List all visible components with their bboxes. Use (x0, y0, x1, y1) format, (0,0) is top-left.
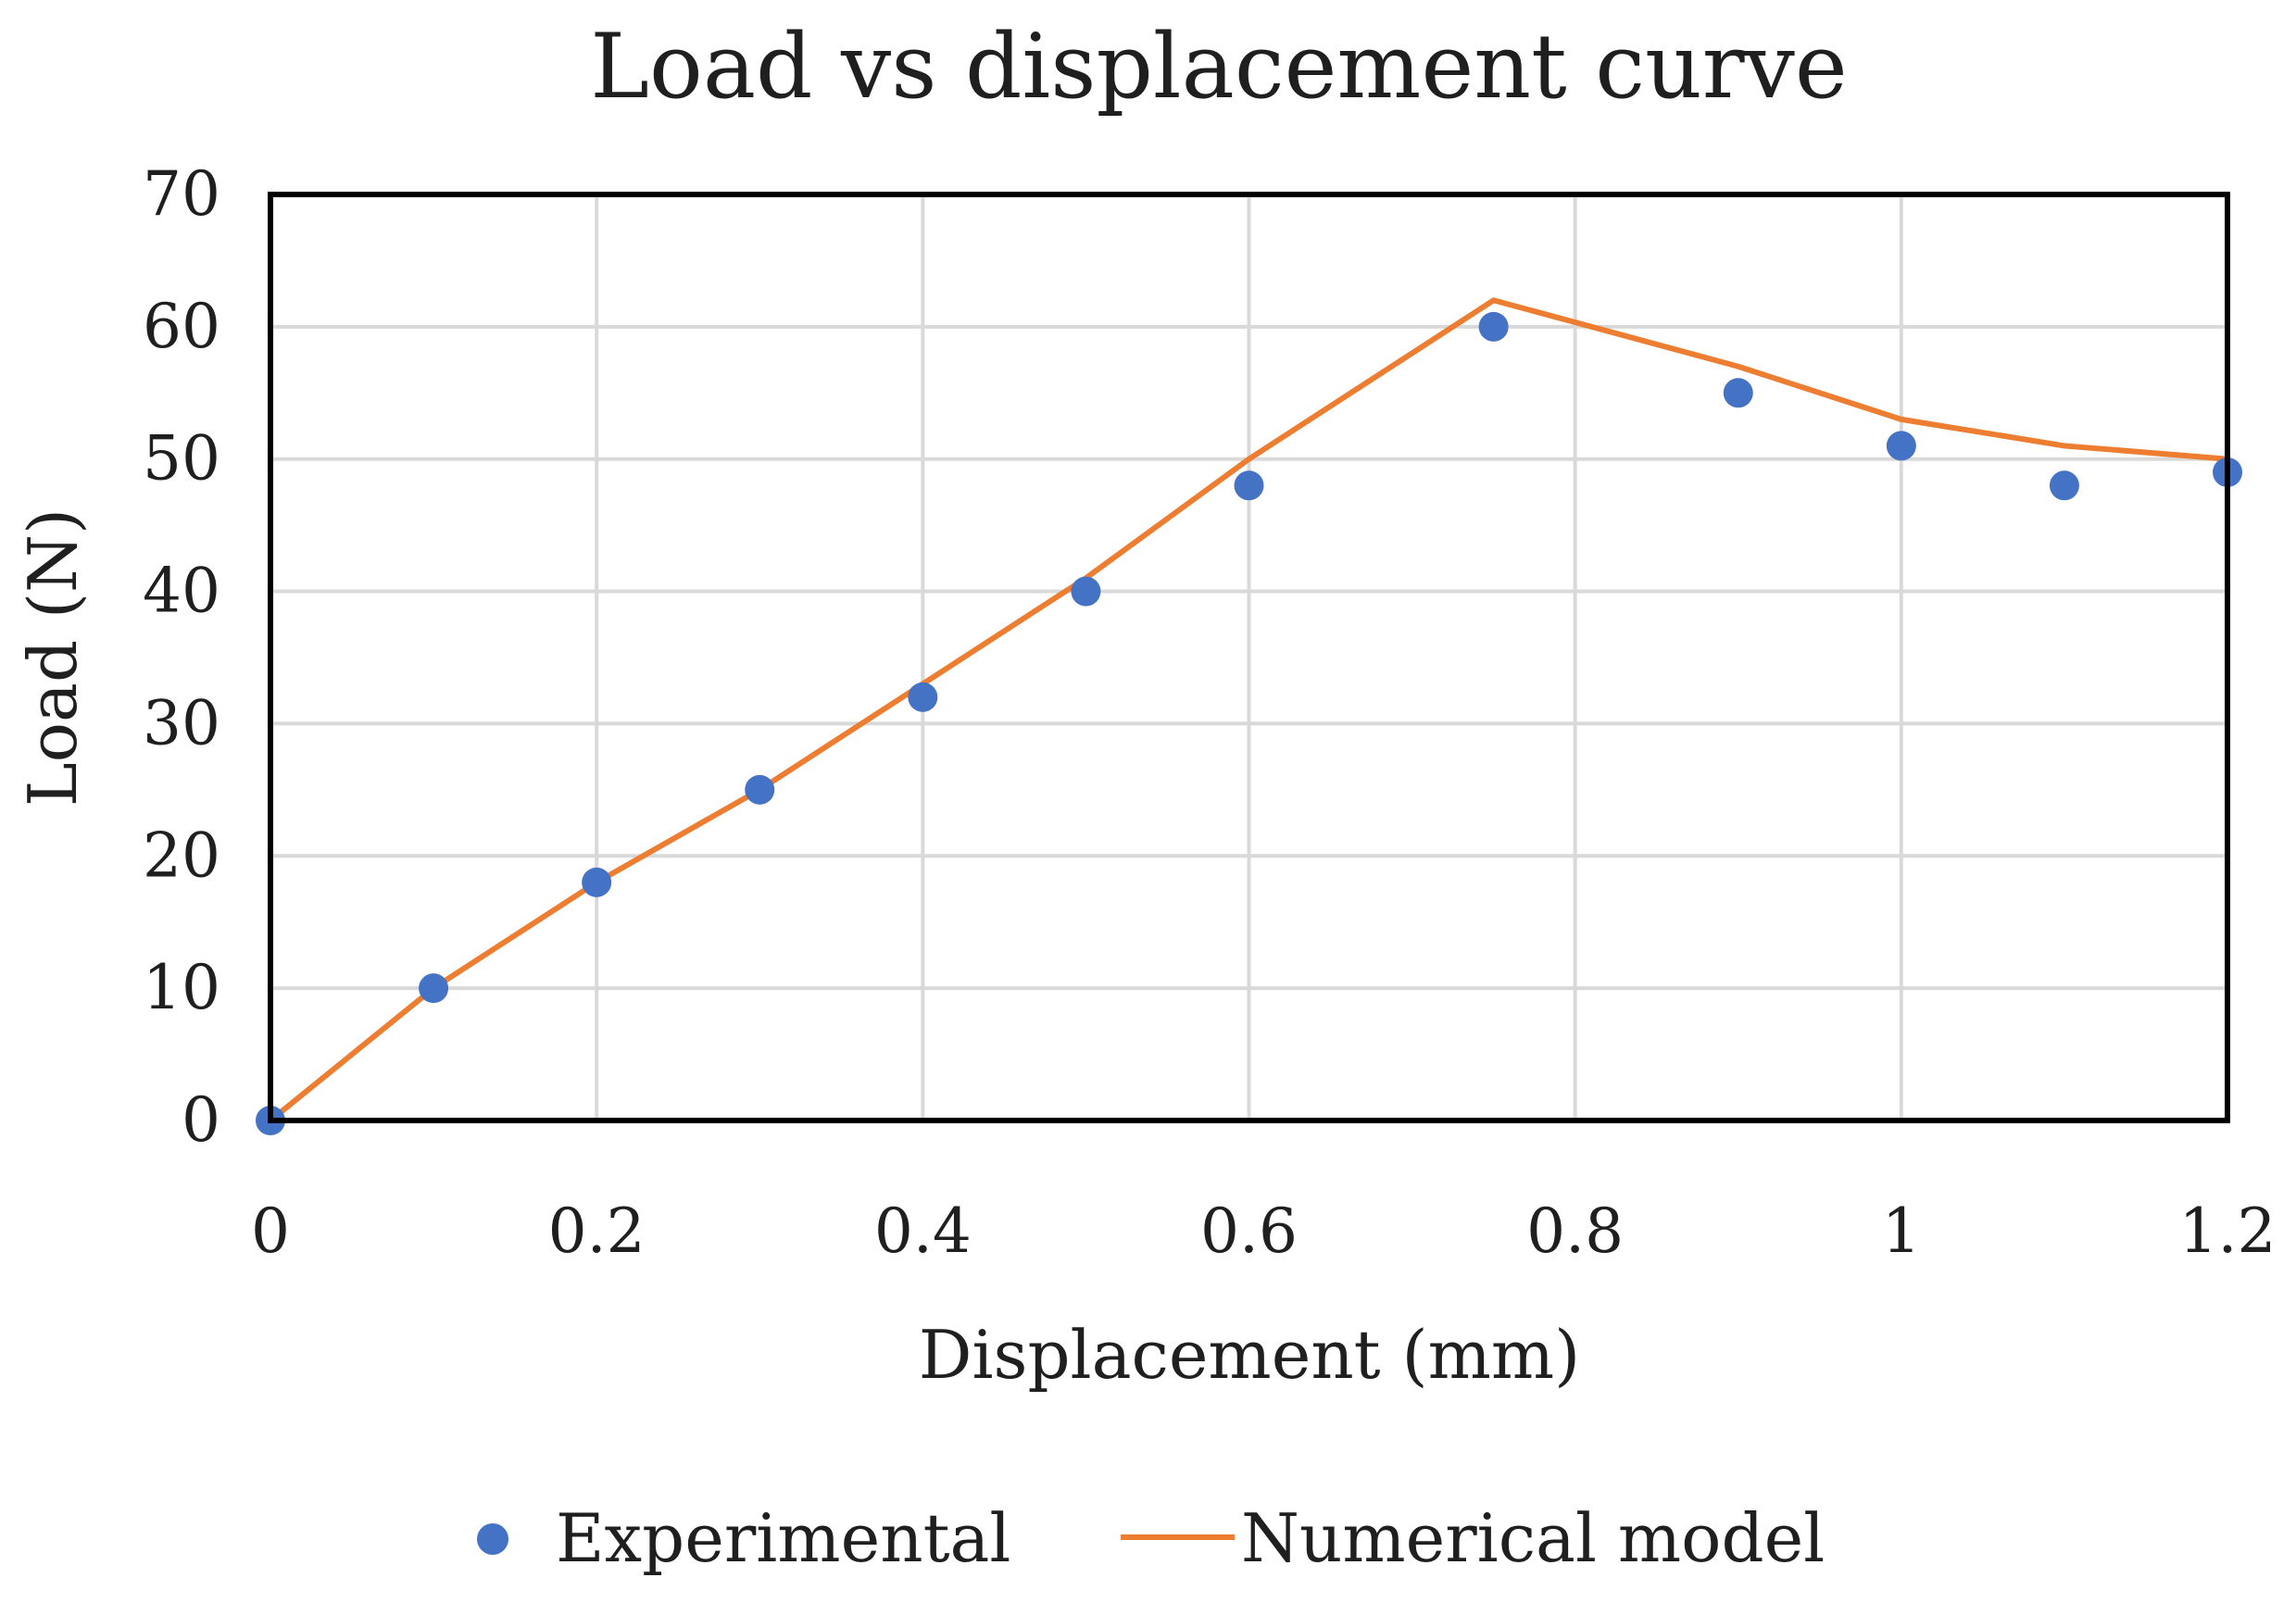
x-tick-label: 1 (1882, 1196, 1921, 1267)
data-point-experimental (2049, 470, 2079, 501)
data-point-experimental (582, 867, 612, 897)
x-tick-label: 1.2 (2179, 1196, 2277, 1267)
x-tick-label: 0.6 (1200, 1196, 1298, 1267)
y-tick-label: 60 (143, 291, 220, 362)
series-line-numerical-model (268, 297, 2230, 1123)
gridlines (269, 193, 2229, 1122)
x-axis-ticks: 0 0.2 0.4 0.6 0.8 1 1.2 (251, 1196, 2276, 1267)
y-tick-label: 20 (143, 820, 220, 891)
x-tick-label: 0.8 (1526, 1196, 1624, 1267)
y-tick-label: 10 (143, 952, 220, 1023)
plot-area-border (268, 192, 2230, 1123)
x-axis-label: Displacement (mm) (919, 1316, 1580, 1394)
y-tick-label: 40 (143, 556, 220, 627)
data-point-experimental (745, 774, 775, 805)
y-axis-label: Load (N) (14, 508, 92, 807)
x-tick-label: 0 (251, 1196, 290, 1267)
data-point-experimental (1234, 470, 1264, 501)
x-tick-label: 0.2 (548, 1196, 646, 1267)
y-tick-label: 0 (182, 1084, 220, 1156)
y-axis-ticks: 0 10 20 30 40 50 60 70 (143, 158, 220, 1156)
legend-label-numerical-model: Numerical model (1241, 1499, 1825, 1577)
legend-label-experimental: Experimental (556, 1499, 1010, 1577)
data-point-experimental (908, 682, 938, 712)
data-point-experimental (1723, 378, 1753, 408)
series-layer (256, 297, 2242, 1135)
x-tick-label: 0.4 (874, 1196, 972, 1267)
data-point-experimental (419, 973, 449, 1004)
data-point-experimental (1071, 576, 1101, 607)
y-tick-label: 50 (143, 423, 220, 495)
data-point-experimental (1886, 431, 1916, 461)
y-tick-label: 30 (143, 687, 220, 758)
legend-marker-experimental (477, 1523, 508, 1555)
legend: Experimental Numerical model (477, 1499, 1825, 1577)
y-tick-label: 70 (143, 158, 220, 230)
chart-title: Load vs displacement curve (590, 15, 1847, 119)
data-point-experimental (1478, 311, 1509, 342)
